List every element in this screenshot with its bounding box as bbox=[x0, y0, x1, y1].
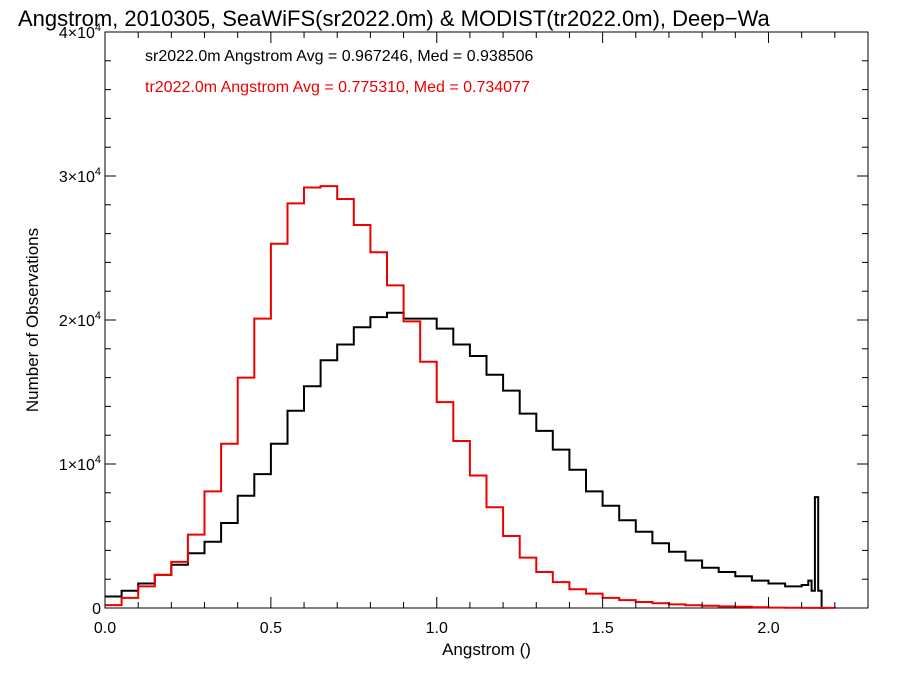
x-tick-label: 1.5 bbox=[591, 620, 613, 637]
y-tick-label: 1×104 bbox=[59, 454, 101, 474]
x-tick-labels: 0.0 0.5 1.0 1.5 2.0 bbox=[94, 620, 780, 637]
plot-frame bbox=[104, 31, 869, 609]
chart-title: Angstrom, 2010305, SeaWiFS(sr2022.0m) & … bbox=[18, 6, 771, 31]
annotation-sr2022: sr2022.0m Angstrom Avg = 0.967246, Med =… bbox=[145, 48, 534, 65]
y-tick-label: 0 bbox=[92, 601, 101, 618]
y-tick-labels: 0 1×104 2×104 3×104 4×104 bbox=[59, 22, 101, 618]
x-axis-label: Angstrom () bbox=[442, 640, 531, 659]
axis-ticks bbox=[104, 31, 868, 609]
series-layer bbox=[105, 185, 836, 609]
x-tick-label: 0.0 bbox=[94, 620, 116, 637]
x-tick-label: 1.0 bbox=[426, 620, 448, 637]
y-tick-label: 4×104 bbox=[59, 22, 101, 42]
y-tick-label: 3×104 bbox=[59, 166, 101, 186]
y-axis-label: Number of Observations bbox=[23, 228, 42, 412]
series-1-line bbox=[105, 185, 836, 609]
x-tick-label: 2.0 bbox=[757, 620, 779, 637]
y-tick-label: 2×104 bbox=[59, 310, 101, 330]
x-tick-label: 0.5 bbox=[260, 620, 282, 637]
annotation-tr2022: tr2022.0m Angstrom Avg = 0.775310, Med =… bbox=[145, 79, 530, 96]
series-0-line bbox=[105, 311, 825, 609]
